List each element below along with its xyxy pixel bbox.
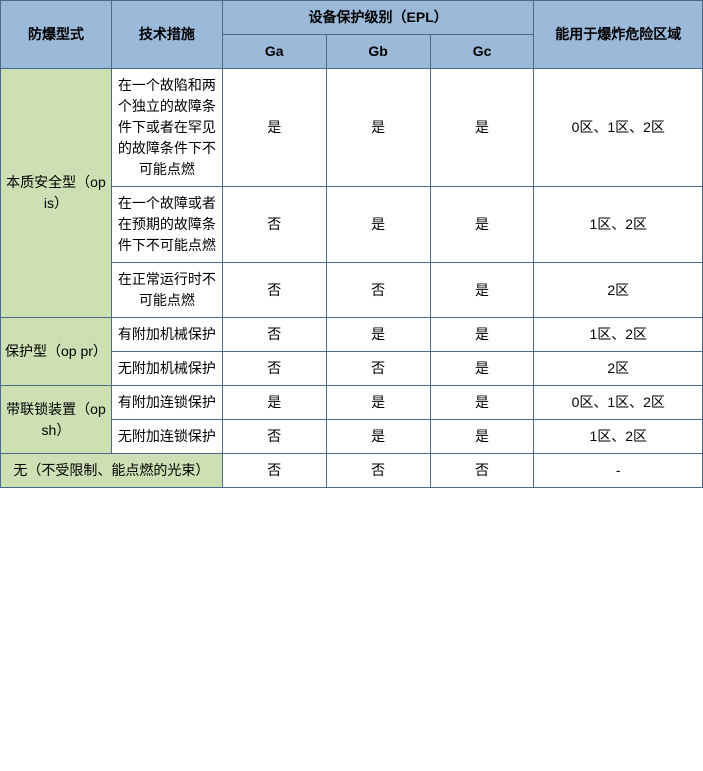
zone-cell: - (534, 454, 703, 488)
ga-cell: 否 (222, 187, 326, 263)
zone-cell: 2区 (534, 263, 703, 318)
zone-cell: 1区、2区 (534, 420, 703, 454)
col-zone: 能用于爆炸危险区域 (534, 1, 703, 69)
zone-cell: 1区、2区 (534, 187, 703, 263)
gb-cell: 否 (326, 454, 430, 488)
group-label: 带联锁装置（op sh） (1, 386, 112, 454)
table-row: 保护型（op pr） 有附加机械保护 否 是 是 1区、2区 (1, 318, 703, 352)
ga-cell: 否 (222, 318, 326, 352)
group-label: 本质安全型（op is） (1, 69, 112, 318)
tech-cell: 在一个故陷和两个独立的故障条件下或者在罕见的故障条件下不可能点燃 (111, 69, 222, 187)
col-epl-group: 设备保护级别（EPL） (222, 1, 534, 35)
gb-cell: 是 (326, 386, 430, 420)
table-body: 本质安全型（op is） 在一个故陷和两个独立的故障条件下或者在罕见的故障条件下… (1, 69, 703, 488)
gb-cell: 是 (326, 318, 430, 352)
zone-cell: 2区 (534, 352, 703, 386)
col-gc: Gc (430, 35, 534, 69)
ga-cell: 是 (222, 386, 326, 420)
gc-cell: 是 (430, 352, 534, 386)
gb-cell: 是 (326, 69, 430, 187)
ga-cell: 是 (222, 69, 326, 187)
gc-cell: 是 (430, 420, 534, 454)
table-row: 无（不受限制、能点燃的光束） 否 否 否 - (1, 454, 703, 488)
tech-cell: 在一个故障或者在预期的故障条件下不可能点燃 (111, 187, 222, 263)
tech-cell: 有附加连锁保护 (111, 386, 222, 420)
col-gb: Gb (326, 35, 430, 69)
gb-cell: 是 (326, 187, 430, 263)
group-label: 保护型（op pr） (1, 318, 112, 386)
epl-table: 防爆型式 技术措施 设备保护级别（EPL） 能用于爆炸危险区域 Ga Gb Gc… (0, 0, 703, 488)
gc-cell: 是 (430, 187, 534, 263)
ga-cell: 否 (222, 263, 326, 318)
ga-cell: 否 (222, 454, 326, 488)
gc-cell: 是 (430, 386, 534, 420)
tech-cell: 无附加机械保护 (111, 352, 222, 386)
group-label: 无（不受限制、能点燃的光束） (1, 454, 223, 488)
gc-cell: 是 (430, 318, 534, 352)
ga-cell: 否 (222, 420, 326, 454)
table-row: 带联锁装置（op sh） 有附加连锁保护 是 是 是 0区、1区、2区 (1, 386, 703, 420)
col-ga: Ga (222, 35, 326, 69)
gb-cell: 否 (326, 352, 430, 386)
gc-cell: 是 (430, 69, 534, 187)
ga-cell: 否 (222, 352, 326, 386)
table-row: 本质安全型（op is） 在一个故陷和两个独立的故障条件下或者在罕见的故障条件下… (1, 69, 703, 187)
gc-cell: 是 (430, 263, 534, 318)
gc-cell: 否 (430, 454, 534, 488)
zone-cell: 1区、2区 (534, 318, 703, 352)
tech-cell: 在正常运行时不可能点燃 (111, 263, 222, 318)
zone-cell: 0区、1区、2区 (534, 386, 703, 420)
gb-cell: 是 (326, 420, 430, 454)
tech-cell: 有附加机械保护 (111, 318, 222, 352)
col-tech-measure: 技术措施 (111, 1, 222, 69)
tech-cell: 无附加连锁保护 (111, 420, 222, 454)
col-explosion-type: 防爆型式 (1, 1, 112, 69)
gb-cell: 否 (326, 263, 430, 318)
zone-cell: 0区、1区、2区 (534, 69, 703, 187)
